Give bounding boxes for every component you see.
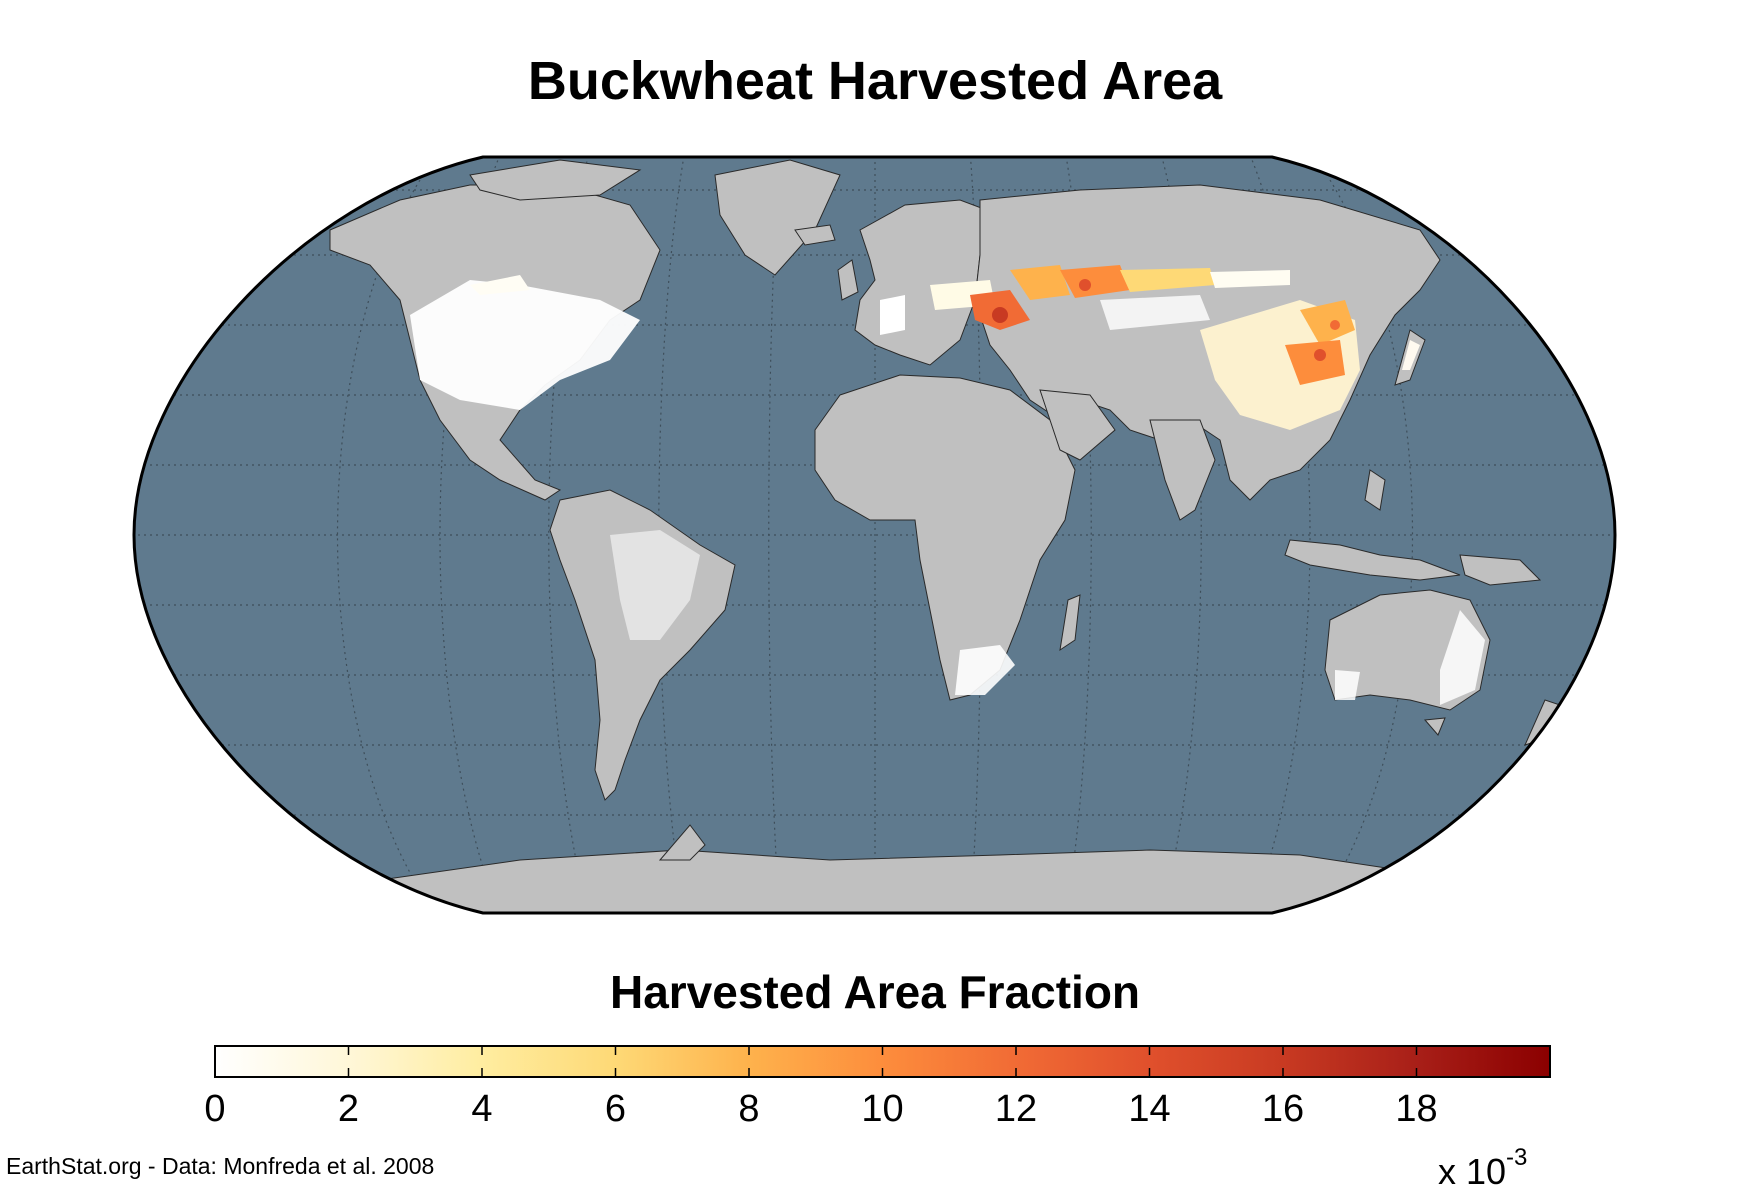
harvest-siberia — [1210, 270, 1290, 288]
harvested-area-layer — [410, 265, 1485, 705]
map-title: Buckwheat Harvested Area — [527, 51, 1223, 111]
harvest-australia — [1440, 610, 1485, 705]
greenland — [714, 159, 841, 276]
colorbar-tick-label: 0 — [204, 1088, 226, 1130]
colorbar-tick-label: 4 — [471, 1088, 493, 1130]
harvest-china-north — [1300, 300, 1355, 345]
scale-multiplier: x 10-3 — [1438, 1144, 1527, 1193]
arctic-islands — [469, 159, 642, 201]
harvest-australia-sw — [1335, 670, 1360, 700]
harvest-hotspot-russia — [1079, 279, 1091, 291]
harvest-hotspot-ukraine — [992, 307, 1008, 323]
harvest-russia-east — [1120, 268, 1215, 292]
tasmania — [1423, 717, 1446, 736]
harvest-russia-volga — [1060, 265, 1130, 298]
globe-outline — [132, 155, 1617, 915]
colorbar-tick-label: 18 — [1395, 1088, 1438, 1130]
harvest-japan — [1402, 340, 1420, 370]
colorbar-tick-label: 14 — [1128, 1088, 1171, 1130]
new-guinea — [1459, 554, 1542, 586]
colorbar-tick-label: 10 — [861, 1088, 904, 1130]
colorbar-tick-label: 2 — [337, 1088, 360, 1130]
harvest-hotspot-china — [1314, 349, 1326, 361]
credit-text: EarthStat.org - Data: Monfreda et al. 20… — [6, 1153, 435, 1179]
colorbar-tick-label: 6 — [604, 1088, 627, 1130]
madagascar — [1059, 594, 1081, 652]
british-isles — [837, 259, 859, 301]
colorbar-tick-label: 8 — [738, 1088, 760, 1130]
multiplier-exponent: -3 — [1506, 1144, 1528, 1171]
harvest-europe-west — [880, 295, 905, 335]
arabian-peninsula — [1039, 389, 1116, 461]
harvest-china-central — [1285, 340, 1345, 385]
philippines — [1364, 469, 1386, 511]
harvest-canada — [470, 275, 530, 295]
legend-title: Harvested Area Fraction — [609, 966, 1141, 1018]
harvest-hotspot-china-2 — [1330, 320, 1340, 330]
harvest-us — [410, 280, 640, 410]
india — [1149, 419, 1216, 521]
colorbar-tick-label: 12 — [994, 1088, 1038, 1130]
multiplier-base: x 10 — [1438, 1151, 1507, 1192]
iceland — [794, 224, 836, 246]
harvest-russia-west — [1010, 265, 1070, 300]
harvest-brazil — [610, 530, 700, 640]
indonesia — [1284, 539, 1461, 581]
colorbar-tick-label: 16 — [1261, 1088, 1305, 1130]
antarctic-peninsula — [658, 824, 706, 861]
harvest-south-africa — [955, 645, 1015, 695]
colorbar-ticks — [347, 1046, 1418, 1077]
harvest-kazakhstan — [1100, 295, 1210, 330]
